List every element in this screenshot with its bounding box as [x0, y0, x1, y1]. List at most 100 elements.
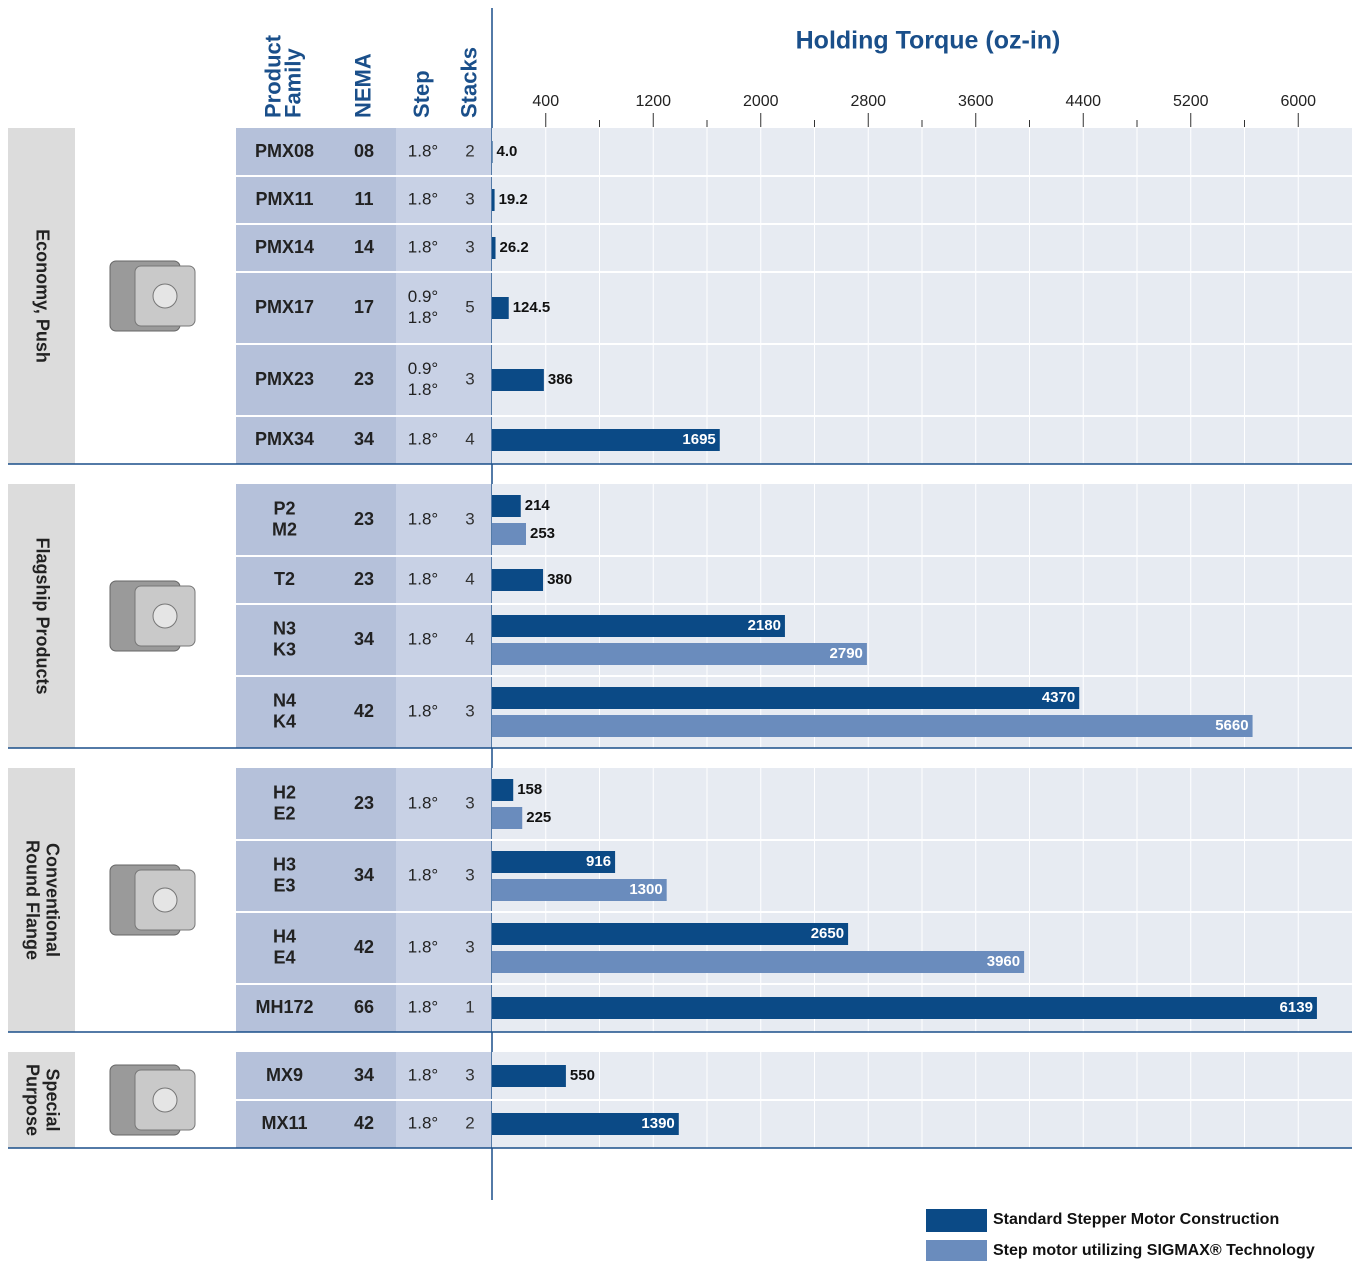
- nema-text: 08: [354, 141, 374, 161]
- bar: [492, 615, 785, 637]
- nema-text: 23: [354, 509, 374, 529]
- bar: [492, 715, 1253, 737]
- legend-label: Step motor utilizing SIGMAX® Technology: [993, 1242, 1315, 1259]
- bar-label: 3960: [987, 953, 1020, 970]
- step-text: 1.8°: [408, 237, 438, 256]
- bar: [492, 687, 1079, 709]
- bar: [492, 189, 495, 211]
- x-tick-label: 2000: [743, 93, 779, 110]
- motor-image: [153, 1088, 177, 1112]
- stacks-text: 4: [465, 629, 474, 648]
- column-header: Step: [409, 70, 434, 118]
- nema-text: 11: [354, 189, 373, 209]
- stacks-text: 1: [465, 997, 474, 1016]
- nema-text: 42: [354, 701, 374, 721]
- group-label: Round Flange: [22, 840, 42, 960]
- column-header: Stacks: [456, 47, 481, 118]
- nema-text: 14: [354, 237, 374, 257]
- nema-text: 34: [354, 629, 374, 649]
- stacks-text: 3: [465, 509, 474, 528]
- x-tick-label: 3600: [958, 93, 994, 110]
- products-text: PMX34: [255, 429, 314, 449]
- bar: [492, 779, 513, 801]
- products-text: H2: [273, 782, 296, 802]
- products-text: K4: [273, 711, 296, 731]
- products-text: N3: [273, 618, 296, 638]
- bar: [492, 643, 867, 665]
- nema-text: 34: [354, 429, 374, 449]
- bar: [492, 237, 496, 259]
- products-text: M2: [272, 519, 297, 539]
- step-text: 0.9°: [408, 287, 438, 306]
- stacks-text: 3: [465, 189, 474, 208]
- products-text: PMX17: [255, 297, 314, 317]
- step-text: 1.8°: [408, 509, 438, 528]
- bar: [492, 997, 1317, 1019]
- step-text: 1.8°: [408, 997, 438, 1016]
- step-text: 1.8°: [408, 189, 438, 208]
- bar-label: 380: [547, 571, 572, 588]
- bar: [492, 523, 526, 545]
- stacks-text: 4: [465, 429, 474, 448]
- group-label: Special: [42, 1068, 62, 1131]
- bar-label: 2650: [811, 925, 844, 942]
- bar: [492, 1065, 566, 1087]
- products-text: MH172: [255, 997, 313, 1017]
- bar: [492, 807, 522, 829]
- bar-label: 1390: [641, 1115, 674, 1132]
- nema-text: 34: [354, 865, 374, 885]
- bar-label: 158: [517, 781, 542, 798]
- nema-text: 42: [354, 1113, 374, 1133]
- column-header: NEMA: [350, 53, 375, 118]
- step-text: 1.8°: [408, 1113, 438, 1132]
- bar-label: 4.0: [497, 143, 518, 160]
- x-tick-label: 4400: [1065, 93, 1101, 110]
- products-text: P2: [273, 498, 295, 518]
- motor-image: [153, 888, 177, 912]
- products-text: MX11: [261, 1113, 307, 1133]
- bar-label: 2790: [830, 645, 863, 662]
- products-text: K3: [273, 639, 296, 659]
- bar: [492, 297, 509, 319]
- products-text: H3: [273, 854, 296, 874]
- bar-label: 26.2: [500, 239, 529, 256]
- stacks-text: 3: [465, 937, 474, 956]
- step-text: 1.8°: [408, 793, 438, 812]
- group-label: Purpose: [22, 1064, 42, 1136]
- stacks-text: 5: [465, 297, 474, 316]
- nema-text: 23: [354, 369, 374, 389]
- motor-image: [153, 284, 177, 308]
- motor-image: [153, 604, 177, 628]
- bar-label: 124.5: [513, 299, 551, 316]
- step-text: 1.8°: [408, 141, 438, 160]
- nema-text: 34: [354, 1065, 374, 1085]
- products-text: E4: [273, 947, 295, 967]
- legend-swatch: [926, 1240, 987, 1261]
- stacks-text: 3: [465, 793, 474, 812]
- nema-text: 23: [354, 569, 374, 589]
- bar-label: 4370: [1042, 689, 1075, 706]
- bar-label: 1300: [629, 881, 662, 898]
- group-label: Conventional: [42, 843, 62, 957]
- x-tick-label: 2800: [850, 93, 886, 110]
- bar-label: 1695: [682, 431, 715, 448]
- group-label: Flagship Products: [32, 537, 52, 694]
- x-tick-label: 5200: [1173, 93, 1209, 110]
- products-text: H4: [273, 926, 296, 946]
- bar-label: 2180: [748, 617, 781, 634]
- products-text: PMX11: [255, 189, 313, 209]
- step-text: 1.8°: [408, 701, 438, 720]
- chart-title: Holding Torque (oz-in): [796, 27, 1061, 55]
- step-text: 1.8°: [408, 569, 438, 588]
- legend-swatch: [926, 1209, 987, 1232]
- stacks-text: 4: [465, 569, 474, 588]
- bar-label: 19.2: [499, 191, 528, 208]
- step-text: 0.9°: [408, 359, 438, 378]
- bar-label: 5660: [1215, 717, 1248, 734]
- bar: [492, 369, 544, 391]
- products-text: T2: [274, 569, 295, 589]
- step-text: 1.8°: [408, 1065, 438, 1084]
- step-text: 1.8°: [408, 629, 438, 648]
- chart: Holding Torque (oz-in) ProductFamilyNEMA…: [0, 0, 1353, 1261]
- step-text: 1.8°: [408, 937, 438, 956]
